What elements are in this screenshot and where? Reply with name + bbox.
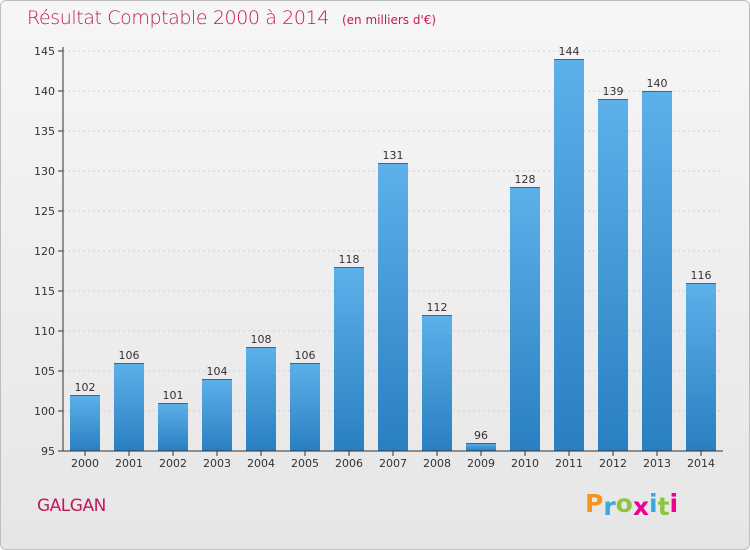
bar bbox=[510, 187, 540, 451]
logo-letter: x bbox=[632, 492, 649, 521]
x-tick-label: 2014 bbox=[687, 457, 715, 470]
proxiti-logo: Proxiti bbox=[585, 489, 679, 521]
y-tick-label: 120 bbox=[34, 245, 55, 258]
logo-letter: i bbox=[649, 489, 658, 518]
bar-value-label: 102 bbox=[75, 381, 96, 394]
commune-name: GALGAN bbox=[37, 496, 106, 516]
x-tick-label: 2004 bbox=[247, 457, 275, 470]
bar bbox=[114, 363, 144, 451]
bar-value-label: 106 bbox=[295, 349, 316, 362]
y-tick-label: 105 bbox=[34, 365, 55, 378]
bar bbox=[686, 283, 716, 451]
chart-title-unit: (en milliers d'€) bbox=[341, 13, 437, 27]
bar-value-label: 108 bbox=[251, 333, 272, 346]
y-tick-label: 130 bbox=[34, 165, 55, 178]
bar bbox=[422, 315, 452, 451]
bar-value-label: 144 bbox=[559, 45, 580, 58]
x-tick-label: 2002 bbox=[159, 457, 187, 470]
y-tick-label: 125 bbox=[34, 205, 55, 218]
y-tick-label: 115 bbox=[34, 285, 55, 298]
x-tick-label: 2009 bbox=[467, 457, 495, 470]
logo-letter: P bbox=[585, 489, 604, 518]
bar bbox=[642, 91, 672, 451]
logo-letter: r bbox=[603, 492, 616, 521]
y-tick-label: 135 bbox=[34, 125, 55, 138]
y-tick-label: 95 bbox=[41, 445, 55, 458]
x-tick-label: 2007 bbox=[379, 457, 407, 470]
bar-value-label: 131 bbox=[383, 149, 404, 162]
bar bbox=[158, 403, 188, 451]
x-tick-label: 2011 bbox=[555, 457, 583, 470]
chart-title: Résultat Comptable 2000 à 2014 (en milli… bbox=[27, 7, 436, 29]
bar-value-label: 112 bbox=[427, 301, 448, 314]
bar-value-label: 140 bbox=[647, 77, 668, 90]
x-tick-label: 2008 bbox=[423, 457, 451, 470]
x-tick-label: 2012 bbox=[599, 457, 627, 470]
axes: 95 100 105 110 115 120 125 130 135 140 145 102 2000 1… bbox=[34, 45, 723, 470]
logo-letter: o bbox=[615, 489, 633, 518]
x-tick-label: 2003 bbox=[203, 457, 231, 470]
bar bbox=[246, 347, 276, 451]
bar bbox=[378, 163, 408, 451]
y-tick-label: 140 bbox=[34, 85, 55, 98]
x-tick-label: 2006 bbox=[335, 457, 363, 470]
logo-letter: i bbox=[669, 489, 679, 518]
bar bbox=[598, 99, 628, 451]
y-tick-label: 100 bbox=[34, 405, 55, 418]
bar-value-label: 101 bbox=[163, 389, 184, 402]
x-tick-label: 2010 bbox=[511, 457, 539, 470]
x-tick-label: 2013 bbox=[643, 457, 671, 470]
bar-value-label: 118 bbox=[339, 253, 360, 266]
bar-value-label: 128 bbox=[515, 173, 536, 186]
bar bbox=[70, 395, 100, 451]
bar bbox=[554, 59, 584, 451]
x-tick-label: 2000 bbox=[71, 457, 99, 470]
bar bbox=[334, 267, 364, 451]
bar-value-label: 139 bbox=[603, 85, 624, 98]
bar bbox=[202, 379, 232, 451]
x-tick-label: 2001 bbox=[115, 457, 143, 470]
bar-value-label: 96 bbox=[474, 429, 488, 442]
y-tick-label: 110 bbox=[34, 325, 55, 338]
x-tick-label: 2005 bbox=[291, 457, 319, 470]
bar bbox=[290, 363, 320, 451]
bar-value-label: 116 bbox=[691, 269, 712, 282]
bar bbox=[466, 443, 496, 451]
y-tick-label: 145 bbox=[34, 45, 55, 58]
bar-value-label: 104 bbox=[207, 365, 228, 378]
logo-letter: t bbox=[657, 492, 670, 521]
chart-title-main: Résultat Comptable 2000 à 2014 bbox=[27, 7, 329, 29]
bars bbox=[70, 59, 716, 451]
bar-value-label: 106 bbox=[119, 349, 140, 362]
